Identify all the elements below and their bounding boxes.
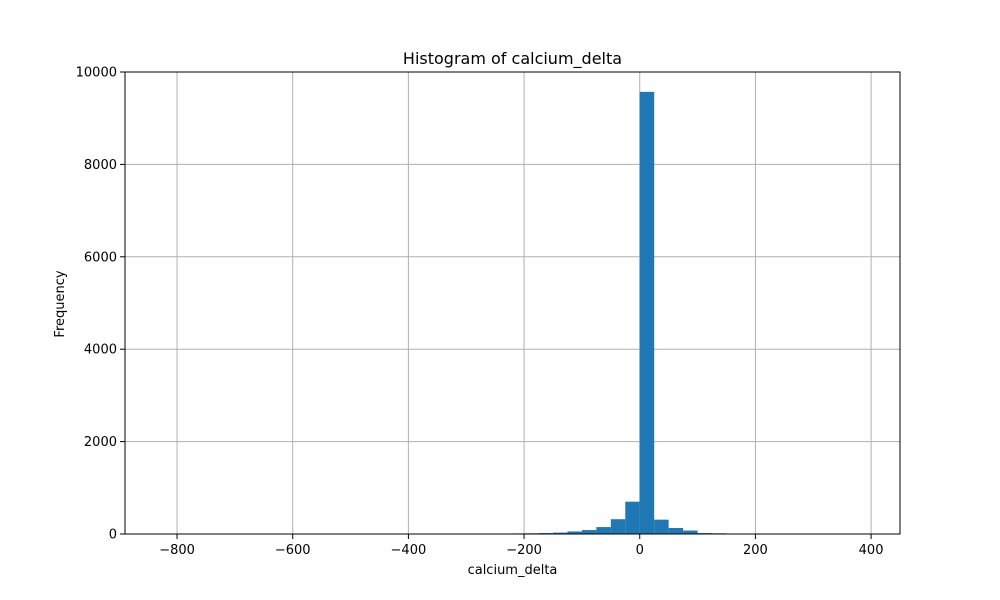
- plot-area-frame: [124, 71, 901, 535]
- y-tick-label: 10000: [76, 66, 117, 81]
- y-tick-label: 6000: [84, 250, 117, 265]
- histogram-bar: [625, 501, 640, 534]
- histogram-bar: [683, 530, 698, 534]
- chart-title: Histogram of calcium_delta: [403, 49, 622, 69]
- histogram-bar: [596, 527, 611, 534]
- y-tick-label: 2000: [84, 435, 117, 450]
- y-tick-label: 0: [109, 528, 117, 543]
- y-tick-label: 8000: [84, 158, 117, 173]
- histogram-bar: [639, 91, 655, 534]
- histogram-bar: [668, 527, 684, 534]
- y-axis-label: Frequency: [53, 270, 68, 337]
- x-axis-label: calcium_delta: [468, 563, 558, 578]
- x-tick-label: 400: [859, 543, 884, 558]
- x-tick-label: 0: [636, 543, 644, 558]
- histogram-bar: [581, 530, 597, 534]
- histogram-bar: [654, 519, 669, 534]
- histogram-bar: [610, 519, 626, 534]
- histogram-bar: [552, 532, 568, 534]
- histogram-bars: [480, 91, 741, 534]
- x-tick-label: −600: [275, 543, 311, 558]
- x-tick-label: −800: [159, 543, 195, 558]
- y-tick-label: 4000: [84, 343, 117, 358]
- x-tick-label: −200: [506, 543, 542, 558]
- x-tick-label: −400: [391, 543, 427, 558]
- axis-ticks: −800 −600 −400 −200 0 200 40002000400060008000…: [76, 66, 884, 559]
- histogram-bar: [567, 531, 582, 534]
- x-tick-label: 200: [743, 543, 768, 558]
